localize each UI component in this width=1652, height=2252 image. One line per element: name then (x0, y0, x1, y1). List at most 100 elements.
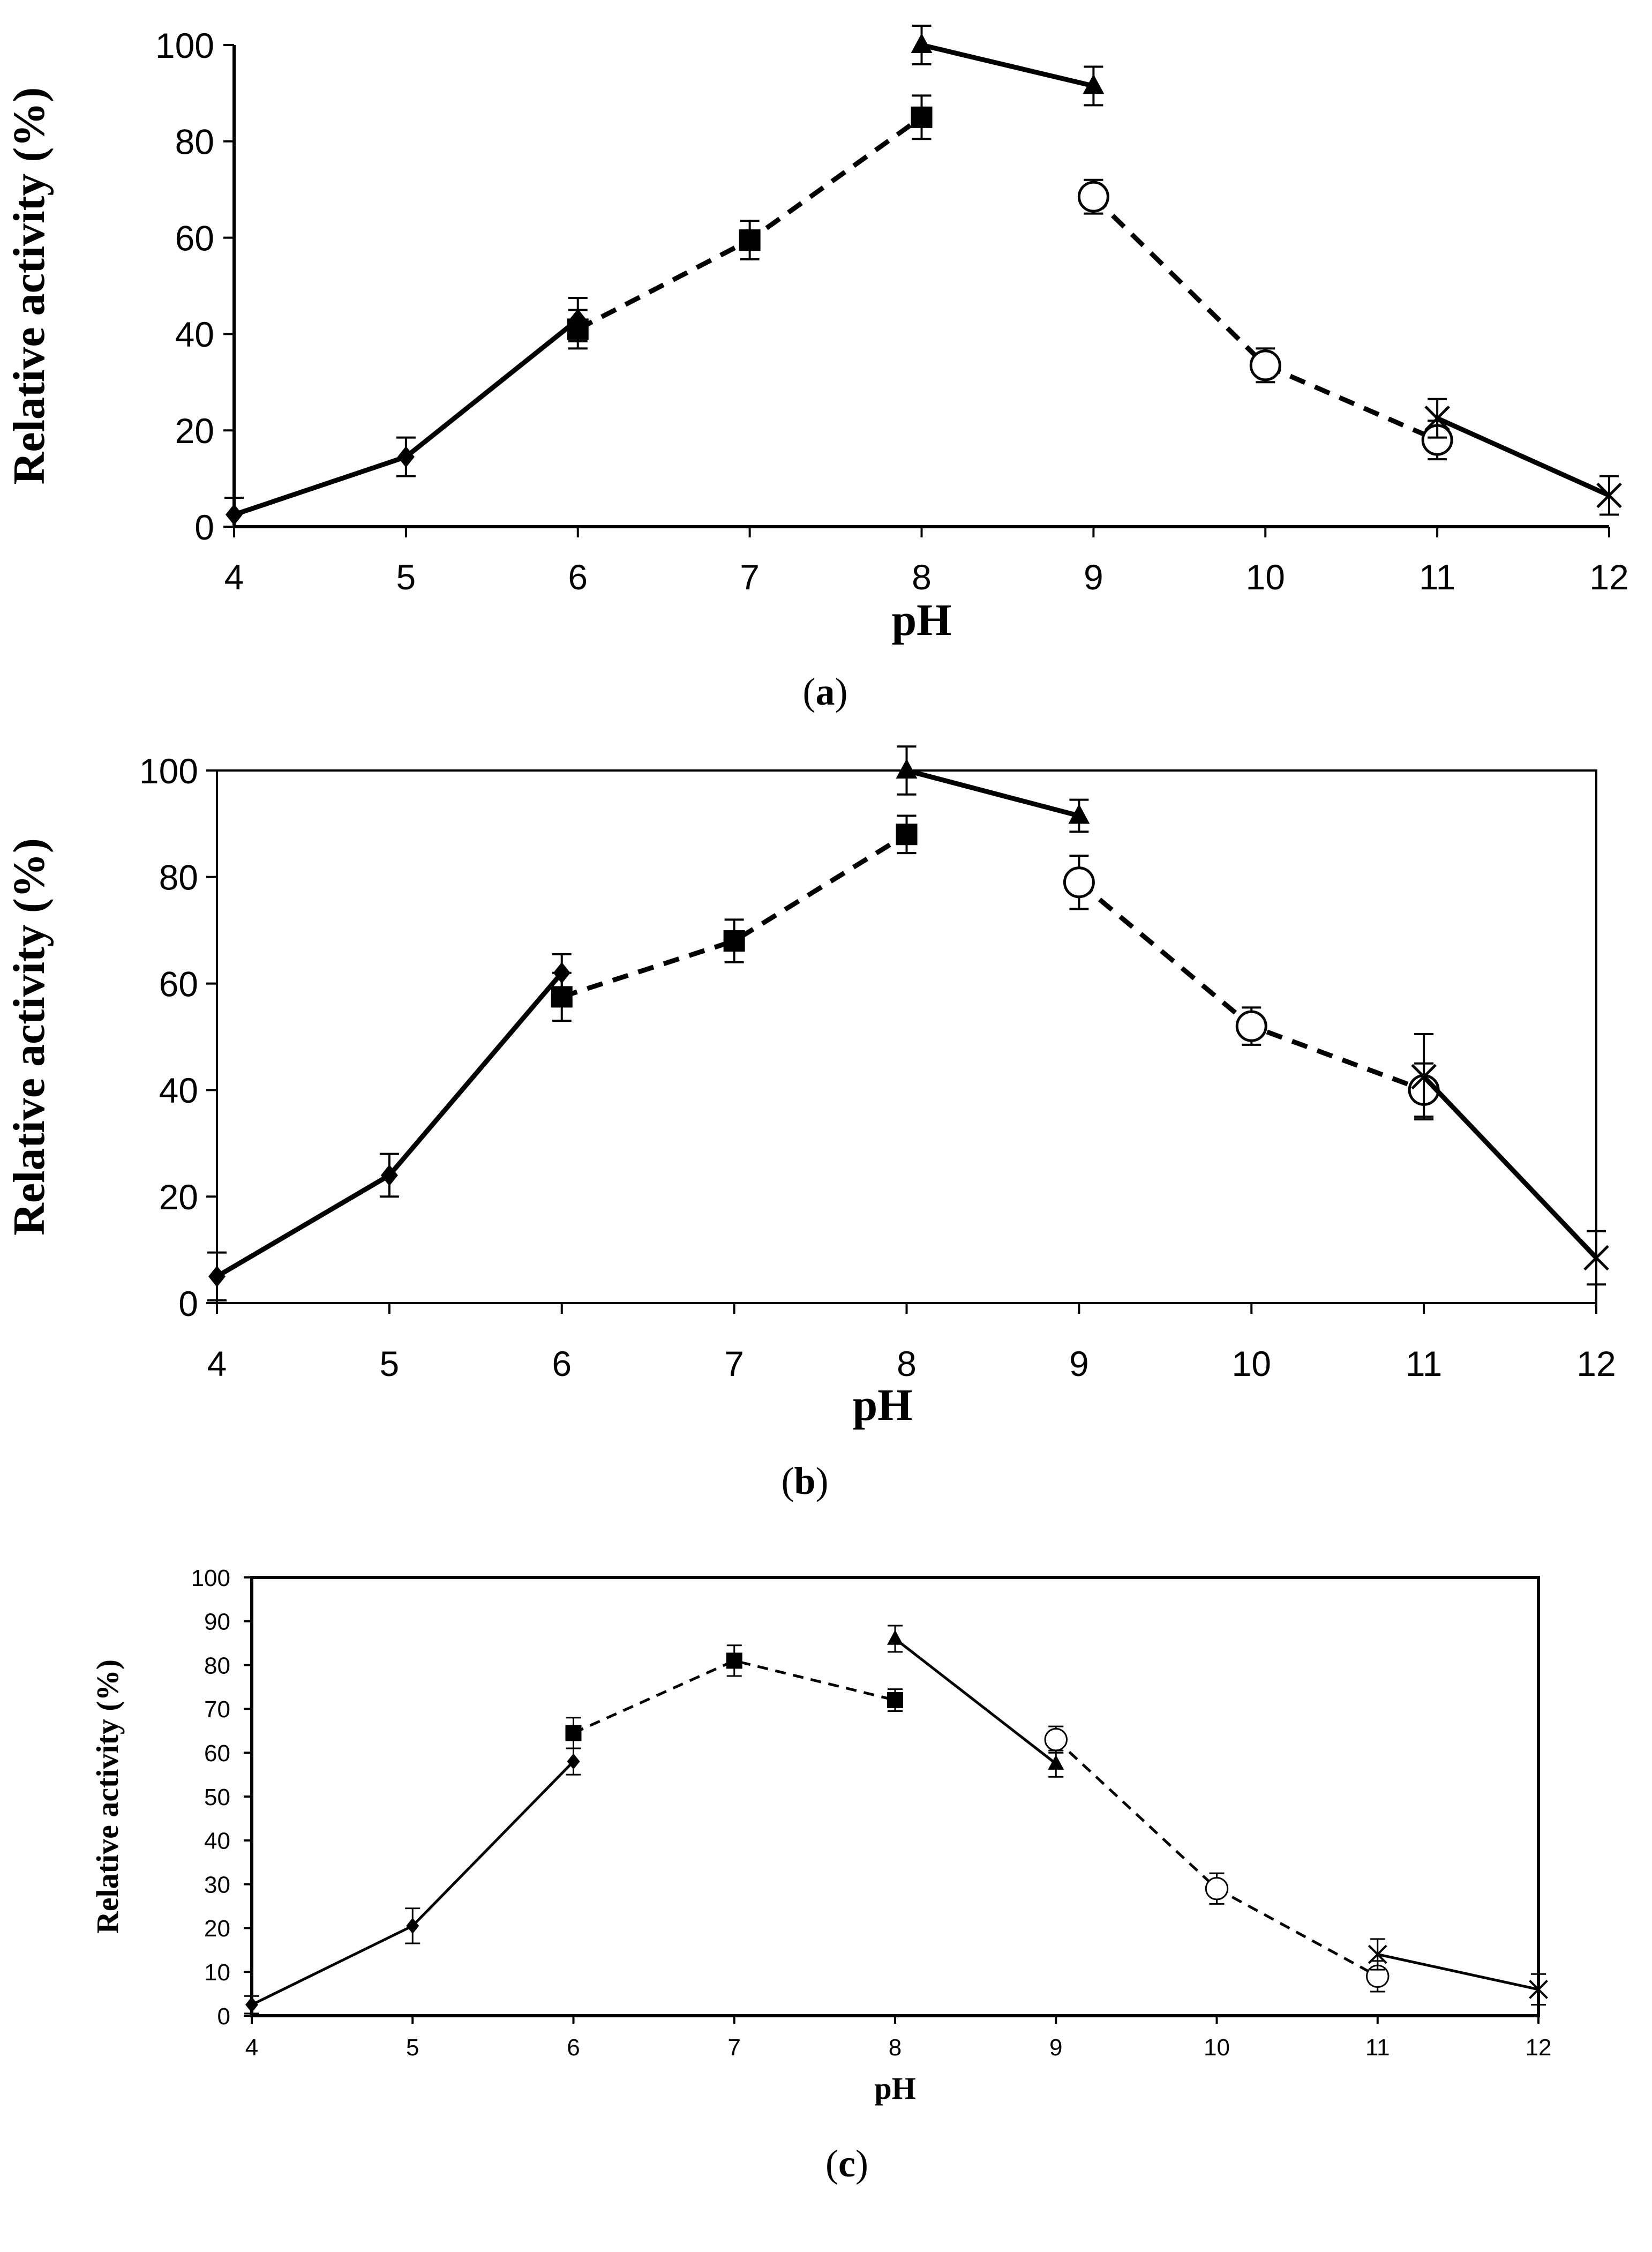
x-tick-label: 9 (1069, 1344, 1089, 1383)
x-axis-title: pH (852, 1380, 912, 1430)
data-point-diamond (226, 504, 243, 526)
y-tick-label: 60 (204, 1740, 230, 1767)
y-tick-label: 0 (194, 507, 214, 547)
series-line-square (573, 1659, 896, 1734)
y-tick-label: 10 (204, 1959, 230, 1986)
panel-caption: (a) (803, 670, 848, 713)
caption-open-paren: ( (803, 670, 816, 713)
y-tick-label: 60 (175, 218, 214, 258)
y-tick-label: 0 (217, 2003, 230, 2030)
y-tick-label: 30 (204, 1872, 230, 1898)
y-tick-label: 20 (159, 1177, 198, 1217)
x-tick-label: 5 (380, 1344, 400, 1383)
x-tick-label: 9 (1084, 557, 1103, 597)
caption-letter: b (794, 1460, 815, 1502)
chart-panel-a: 0 20 40 60 80 100 4 5 6 7 8 9 10 11 12 pH Relative activ… (4, 25, 1629, 713)
series-line-circle (1055, 1738, 1378, 1978)
x-tick-label: 10 (1232, 1344, 1271, 1383)
y-tick-label: 20 (204, 1916, 230, 1942)
y-tick-label: 0 (178, 1284, 198, 1323)
data-point-circle (1235, 1010, 1267, 1042)
data-point-cross (1411, 1064, 1437, 1090)
data-point-circle (1077, 181, 1109, 213)
x-tick-label: 8 (897, 1344, 917, 1383)
y-tick-label: 40 (204, 1828, 230, 1854)
x-tick-label: 12 (1576, 1344, 1616, 1383)
series-line-cross (1436, 416, 1610, 498)
data-point-diamond (567, 1753, 580, 1770)
data-point-triangle (887, 1630, 903, 1645)
data-point-circle (1044, 1727, 1068, 1752)
series-line-cross (1377, 1953, 1539, 1991)
series-line-triangle (894, 1637, 1057, 1765)
series-line-diamond (233, 317, 580, 517)
x-tick-label: 12 (1526, 2034, 1552, 2061)
y-tick-label: 80 (175, 122, 214, 162)
series-line-diamond (215, 971, 564, 1279)
x-tick-label: 6 (552, 1344, 572, 1383)
data-point-cross (1529, 1980, 1548, 1999)
x-tick-label: 8 (889, 2034, 902, 2061)
x-tick-label: 6 (568, 557, 588, 597)
data-point-triangle (911, 33, 933, 53)
series-line-triangle (906, 768, 1080, 818)
caption-letter: c (838, 2142, 855, 2185)
data-point-circle (1205, 1877, 1229, 1901)
x-tick-label: 7 (728, 2034, 741, 2061)
x-tick-label: 11 (1419, 557, 1456, 597)
x-tick-label: 10 (1204, 2034, 1230, 2061)
x-tick-label: 11 (1406, 1344, 1443, 1383)
y-axis-title: Relative activity (%) (90, 1659, 125, 1934)
panel-caption: (c) (825, 2142, 868, 2185)
caption-close-paren: ) (816, 1460, 829, 1502)
y-tick-label: 40 (159, 1071, 198, 1110)
data-point-diamond (208, 1266, 226, 1288)
x-tick-label: 12 (1589, 557, 1628, 597)
caption-close-paren: ) (855, 2142, 868, 2185)
data-point-triangle (1048, 1755, 1064, 1770)
caption-open-paren: ( (825, 2142, 838, 2185)
x-tick-label: 4 (207, 1344, 227, 1383)
caption-letter: a (816, 670, 835, 713)
data-point-cross (1368, 1944, 1387, 1964)
x-tick-label: 7 (724, 1344, 744, 1383)
y-tick-label: 90 (204, 1609, 230, 1635)
y-tick-label: 20 (175, 411, 214, 451)
y-tick-label: 60 (159, 964, 198, 1004)
x-tick-label: 11 (1365, 2034, 1390, 2061)
x-tick-label: 8 (912, 557, 932, 597)
x-tick-label: 9 (1049, 2034, 1062, 2061)
chart-panel-b: 0 20 40 60 80 100 4 5 6 7 8 9 10 11 12 pH Relative activ… (4, 745, 1616, 1502)
data-point-square (896, 824, 918, 846)
data-point-diamond (245, 1996, 258, 2013)
series-line-circle (1092, 194, 1438, 443)
data-point-triangle (1068, 804, 1090, 824)
x-tick-label: 5 (396, 557, 416, 597)
data-point-diamond (406, 1918, 419, 1934)
data-point-square (739, 229, 761, 251)
x-axis-title: pH (874, 2071, 915, 2106)
series-line-square (561, 832, 908, 999)
data-point-square (723, 930, 745, 952)
data-point-circle (1063, 866, 1095, 899)
data-point-circle (1249, 349, 1281, 381)
series-line-triangle (921, 42, 1094, 88)
x-tick-label: 4 (224, 557, 244, 597)
data-point-diamond (397, 446, 415, 468)
y-tick-label: 100 (155, 26, 214, 65)
data-point-square (567, 318, 589, 340)
caption-open-paren: ( (781, 1460, 794, 1502)
data-point-square (726, 1652, 742, 1669)
y-tick-label: 40 (175, 315, 214, 354)
y-axis-title: Relative activity (%) (4, 87, 54, 485)
data-point-triangle (896, 759, 918, 779)
chart-panel-c: 0 10 20 30 40 50 60 70 80 90 100 4 5 6 7 8 9 10 11 12 pH Rela… (90, 1565, 1551, 2185)
data-point-cross (1424, 405, 1450, 431)
x-tick-label: 7 (740, 557, 760, 597)
data-point-square (565, 1725, 582, 1741)
caption-close-paren: ) (835, 670, 848, 713)
y-tick-label: 70 (204, 1696, 230, 1723)
y-tick-label: 100 (191, 1565, 230, 1591)
y-tick-label: 80 (159, 858, 198, 897)
